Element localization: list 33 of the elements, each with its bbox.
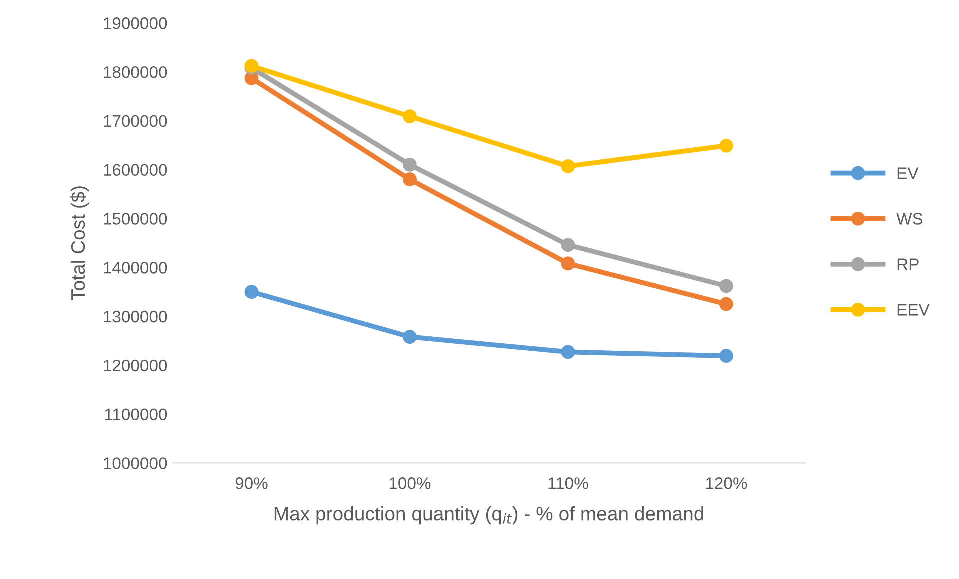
point	[720, 279, 734, 294]
point	[720, 297, 734, 312]
y-tick-label: 1000000	[104, 458, 168, 470]
point	[720, 138, 734, 153]
point	[561, 345, 576, 360]
y-tick-label: 1900000	[104, 18, 168, 30]
x-tick-label: 120%	[706, 478, 748, 490]
y-tick-label: 1200000	[104, 360, 168, 372]
y-tick-label: 1400000	[104, 262, 168, 274]
point	[561, 256, 576, 271]
y-tick-label: 1300000	[104, 310, 168, 323]
y-tick-label: 1600000	[104, 164, 168, 176]
point	[403, 158, 417, 172]
legend-label: EEV	[898, 304, 930, 316]
point	[244, 285, 259, 300]
y-tick-label: 1100000	[105, 408, 168, 421]
x-axis-title: Max production quantity (q$_{it}$) - % of mean demand	[274, 506, 704, 525]
y-tick-label: 1700000	[104, 115, 168, 128]
y-axis-title: Total Cost ($)	[70, 186, 89, 301]
legend-label: WS	[896, 213, 923, 225]
legend-label: EV	[898, 168, 919, 180]
point	[720, 349, 734, 364]
y-tick-label: 1800000	[104, 66, 168, 78]
legend-label: RP	[898, 258, 919, 270]
x-tick-label: 110%	[548, 478, 588, 490]
x-tick-label: 90%	[236, 478, 268, 490]
point	[403, 110, 417, 124]
point	[403, 172, 417, 187]
point	[561, 159, 576, 174]
point	[403, 330, 417, 344]
y-tick-label: 1500000	[104, 213, 168, 225]
point	[561, 238, 576, 252]
x-tick-label: 100%	[390, 478, 431, 490]
